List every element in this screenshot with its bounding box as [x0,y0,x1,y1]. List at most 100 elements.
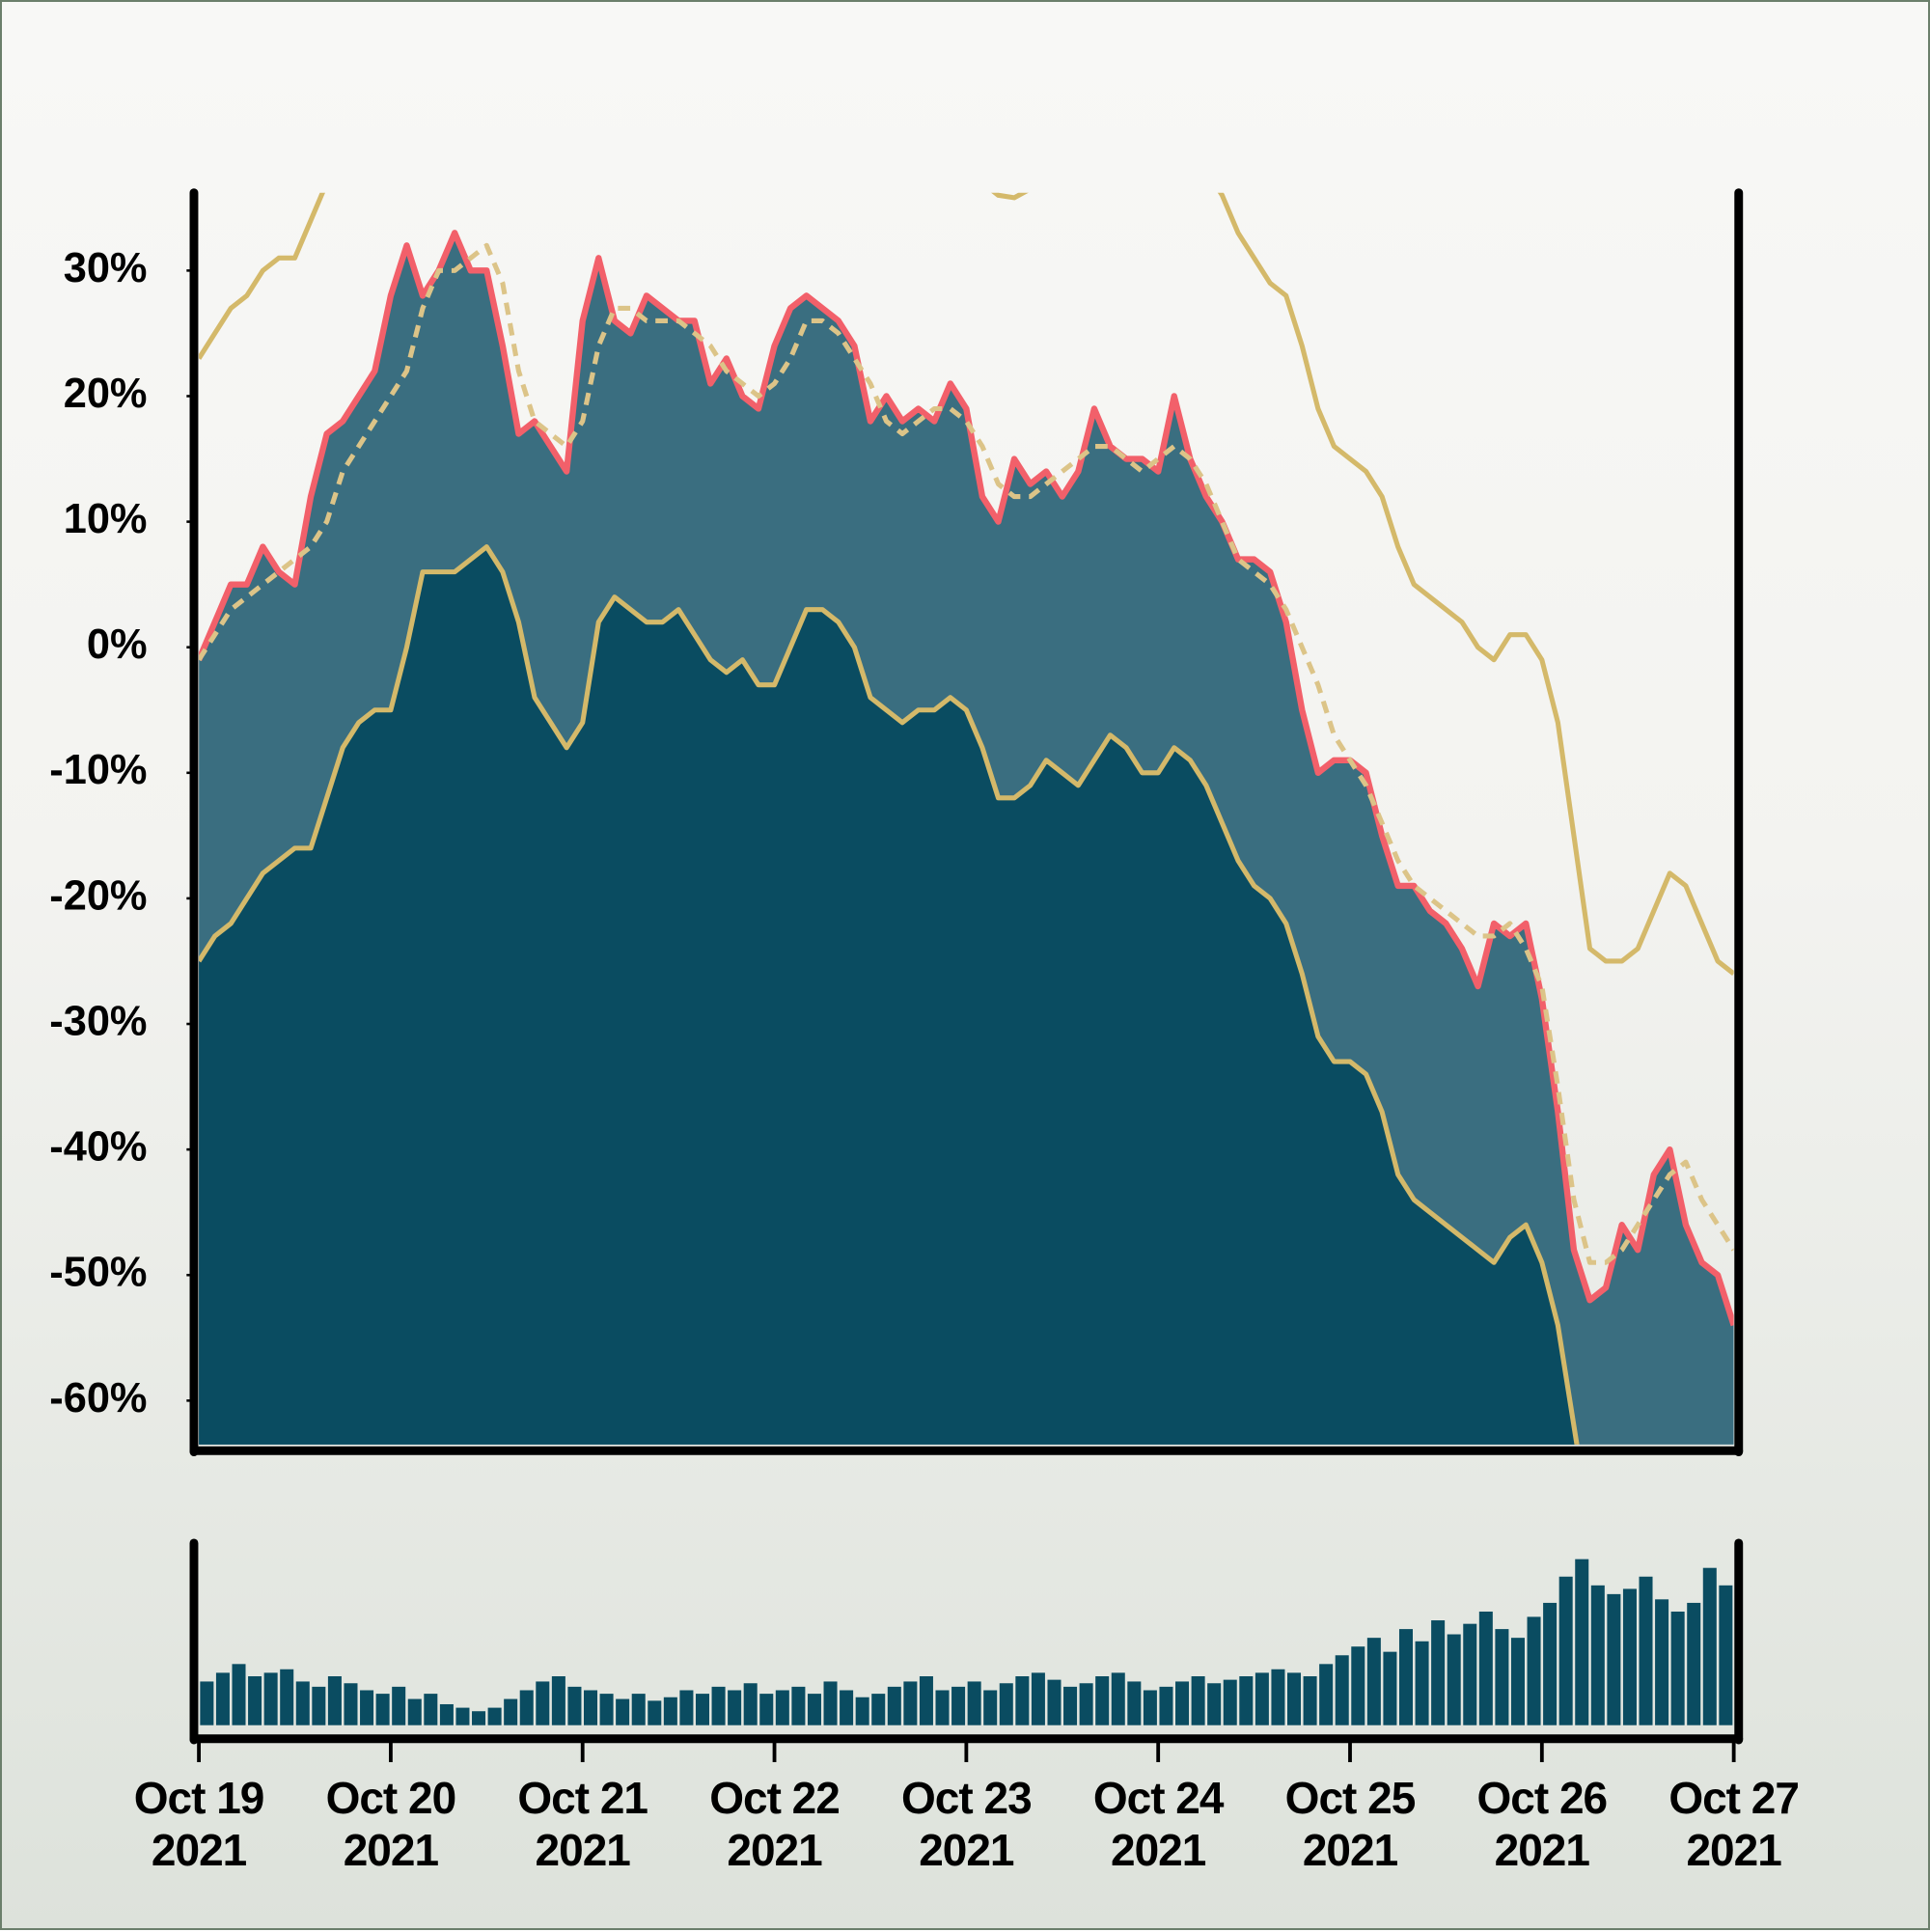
volume-bar [1622,1588,1637,1725]
volume-bar [599,1694,614,1725]
volume-bar [424,1694,438,1725]
lower-band-area [199,546,1578,1445]
volume-bar [1287,1672,1302,1725]
y-tick-label: 30% [64,245,148,291]
volume-bar [327,1676,342,1725]
volume-bar [280,1669,294,1725]
volume-bar [1590,1585,1605,1725]
volume-bar [791,1686,806,1725]
volume-bar [504,1698,518,1725]
volume-bar [1655,1599,1669,1725]
volume-bar [1351,1646,1365,1725]
volume-bar [344,1683,358,1725]
volume-bar [1398,1629,1414,1725]
volume-bar [1575,1559,1589,1725]
volume-bar [1719,1585,1733,1725]
volume-bar [775,1690,789,1725]
volume-bar [695,1694,709,1725]
volume-bar [1607,1593,1621,1725]
volume-bar [1463,1623,1477,1725]
volume-bar [1366,1638,1381,1725]
y-tick-label: -60% [49,1375,147,1421]
volume-bar [711,1686,726,1725]
volume-bar [743,1683,758,1725]
volume-bar [295,1681,310,1725]
volume-bar [1191,1676,1205,1725]
x-tick-label: Oct 25 2021 [1284,1773,1417,1876]
volume-bar [536,1681,550,1725]
volume-bar [1639,1576,1653,1725]
volume-bar [631,1694,646,1725]
y-tick-label: 20% [64,371,148,417]
volume-bar [1447,1634,1461,1725]
volume-bar [1478,1611,1493,1725]
volume-bar [1415,1641,1429,1725]
volume-bar [887,1686,901,1725]
volume-bar [375,1694,390,1725]
volume-bar [455,1707,470,1725]
lower-band-line [199,544,1580,1445]
x-tick-label: Oct 22 2021 [709,1773,841,1876]
volume-bar [215,1672,230,1725]
y-tick-label: -40% [49,1124,147,1171]
volume-bar [663,1697,677,1725]
volume-bar [919,1676,933,1725]
volume-bar [1271,1669,1285,1725]
volume-bar [999,1683,1013,1725]
volume-bar [935,1690,950,1725]
x-tick-label: Oct 23 2021 [901,1773,1033,1876]
volume-bar [360,1690,374,1725]
volume-bar [1127,1681,1142,1725]
volume-bar [1031,1672,1045,1725]
y-tick-label: -20% [49,872,147,919]
volume-bar [1558,1576,1573,1725]
volume-bar [840,1690,854,1725]
x-tick-label: Oct 24 2021 [1092,1773,1225,1876]
volume-bar [1047,1679,1062,1725]
volume-bar [967,1681,981,1725]
volume-bar [855,1697,869,1725]
volume-bar [1303,1676,1317,1725]
volume-bar [728,1690,742,1725]
volume-bar [263,1672,278,1725]
y-tick-label: 0% [87,621,148,668]
volume-bar [807,1694,821,1725]
volume-bar [248,1676,262,1725]
volume-panel [200,1559,1733,1725]
volume-bar [551,1676,565,1725]
volume-bar [312,1686,326,1725]
y-tick-label: 10% [64,496,148,542]
volume-bar [1510,1638,1525,1725]
y-tick-label: -30% [49,998,147,1044]
x-tick-label: Oct 20 2021 [325,1773,457,1876]
volume-bar [407,1698,422,1725]
volume-bar [1239,1676,1254,1725]
y-tick-label: -10% [49,747,147,793]
volume-bar [1079,1683,1093,1725]
upper-band-line [199,192,1734,976]
x-tick-label: Oct 26 2021 [1476,1773,1608,1876]
volume-bar [1095,1676,1110,1725]
volume-bar [823,1681,838,1725]
volume-bar [759,1694,774,1725]
volume-bar [1254,1672,1269,1725]
volume-bar [439,1703,454,1725]
volume-bar [1543,1602,1558,1725]
x-tick-label: Oct 27 2021 [1668,1773,1800,1876]
y-tick-label: -50% [49,1250,147,1296]
volume-bar [1159,1686,1173,1725]
price-line [199,230,1734,1327]
volume-bar [1063,1686,1078,1725]
plot-area [199,192,1734,1445]
volume-bar [200,1681,214,1725]
volume-bar [583,1690,598,1725]
volume-bar [1143,1690,1157,1725]
volume-bar [487,1707,502,1725]
volume-bar [1431,1620,1446,1725]
volume-bar [1495,1629,1509,1725]
volume-bar [1670,1611,1685,1725]
volume-bar [1383,1651,1397,1725]
volume-bar [616,1698,630,1725]
